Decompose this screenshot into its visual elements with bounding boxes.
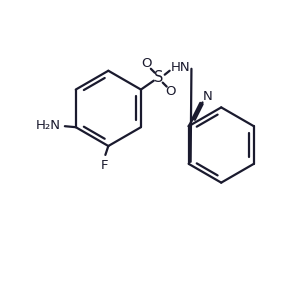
Text: O: O bbox=[142, 57, 152, 70]
Text: F: F bbox=[101, 159, 108, 172]
Text: HN: HN bbox=[171, 61, 190, 74]
Text: O: O bbox=[165, 85, 176, 98]
Text: S: S bbox=[154, 70, 163, 85]
Text: H₂N: H₂N bbox=[35, 119, 61, 132]
Text: N: N bbox=[202, 90, 212, 103]
